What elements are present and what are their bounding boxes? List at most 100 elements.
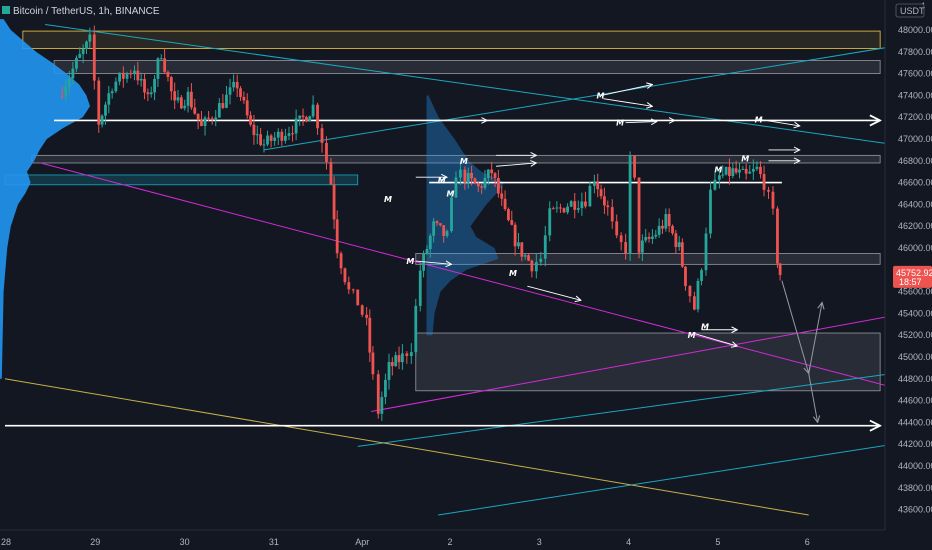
candle-body (543, 235, 547, 259)
wave-mark-icon: M (438, 176, 446, 185)
candle (252, 114, 256, 145)
candle (85, 40, 88, 55)
candle (262, 139, 266, 153)
currency-badge[interactable]: USDT (895, 3, 925, 18)
candle-body (308, 116, 312, 122)
candle-body (343, 268, 347, 283)
candle-body (92, 34, 96, 81)
candle (176, 89, 180, 104)
candle (539, 251, 543, 266)
price-tick-label: 44000.00 (898, 461, 932, 471)
candle (610, 199, 614, 229)
price-axis[interactable]: 48000.00 47800.00 47600.00 47400.00 47200.00… (884, 0, 932, 550)
candle-body (242, 96, 246, 101)
time-axis[interactable]: 28 29 30 31 Apr 2 3 4 5 6 (0, 529, 932, 550)
candle (459, 163, 462, 185)
candle (692, 291, 696, 311)
candle (387, 353, 391, 390)
candle-body (442, 225, 446, 236)
candle-body (356, 289, 360, 306)
candle-body (755, 166, 759, 169)
candle (343, 267, 347, 285)
candle-body (640, 240, 644, 253)
projection-arrow-1 (808, 303, 822, 374)
price-tick-label: 46800.00 (898, 156, 932, 166)
session-volume-profile (426, 95, 505, 336)
price-tick-label: 44200.00 (898, 439, 932, 449)
candle-body (704, 233, 708, 271)
candle-body (486, 169, 490, 178)
candle (320, 123, 324, 153)
candle (688, 285, 692, 303)
candle (513, 222, 517, 256)
candle (559, 203, 562, 213)
trendline-5 (438, 443, 894, 516)
candle (308, 115, 312, 122)
candle (778, 263, 782, 281)
candle (530, 259, 534, 278)
candle (483, 169, 487, 191)
last-price-label-bg (893, 265, 932, 288)
candle (709, 181, 712, 239)
candle-body (588, 185, 592, 207)
candle (633, 155, 636, 180)
candle-body (490, 169, 494, 174)
candle-body (104, 104, 107, 116)
candle (136, 61, 140, 85)
candle (667, 208, 671, 233)
price-tick-label: 45600.00 (898, 287, 932, 297)
candle (67, 71, 71, 95)
candle (149, 86, 153, 98)
candle-body (75, 57, 78, 69)
candle-body (692, 296, 696, 310)
candle (179, 94, 183, 110)
candle (432, 217, 436, 243)
candle (173, 82, 177, 110)
candle-body (428, 235, 432, 250)
candle-body (459, 169, 462, 178)
candle (771, 186, 775, 215)
candle-body (530, 260, 534, 272)
candle-body (480, 186, 484, 188)
candle-body (667, 214, 671, 227)
candle (741, 165, 745, 170)
candle-body (210, 118, 214, 120)
candle-body (664, 214, 668, 229)
candle (486, 169, 490, 185)
candle (661, 219, 664, 234)
candle-body (114, 81, 118, 92)
candle-body (183, 105, 187, 109)
price-tick-label: 47400.00 (898, 90, 932, 100)
price-tick-label: 46400.00 (898, 199, 932, 209)
candle (425, 245, 429, 256)
candle-body (60, 95, 64, 97)
candle (190, 83, 193, 110)
time-tick-label: 6 (805, 537, 810, 547)
candle-body (523, 255, 527, 257)
candle (588, 181, 592, 207)
candle-body (624, 242, 628, 254)
annotation-arrow-1 (603, 98, 652, 107)
candle-body (380, 397, 384, 414)
candle (762, 165, 766, 197)
candle (287, 126, 291, 141)
candle (380, 391, 384, 421)
candle (269, 133, 273, 148)
time-tick-label: 4 (626, 537, 631, 547)
candle-body (741, 168, 745, 170)
candle (121, 66, 125, 88)
candle-body (551, 208, 555, 210)
price-tick-label: 45400.00 (898, 308, 932, 318)
candle-body (207, 117, 211, 119)
candle (624, 233, 628, 260)
candle-body (409, 352, 413, 357)
candle-body (390, 362, 394, 367)
candle (203, 115, 207, 136)
candle-body (320, 128, 324, 143)
candle (596, 173, 600, 198)
candle-body (97, 80, 101, 125)
candle-body (387, 362, 391, 380)
price-tick-label: 47200.00 (898, 112, 932, 122)
candle (75, 55, 78, 73)
